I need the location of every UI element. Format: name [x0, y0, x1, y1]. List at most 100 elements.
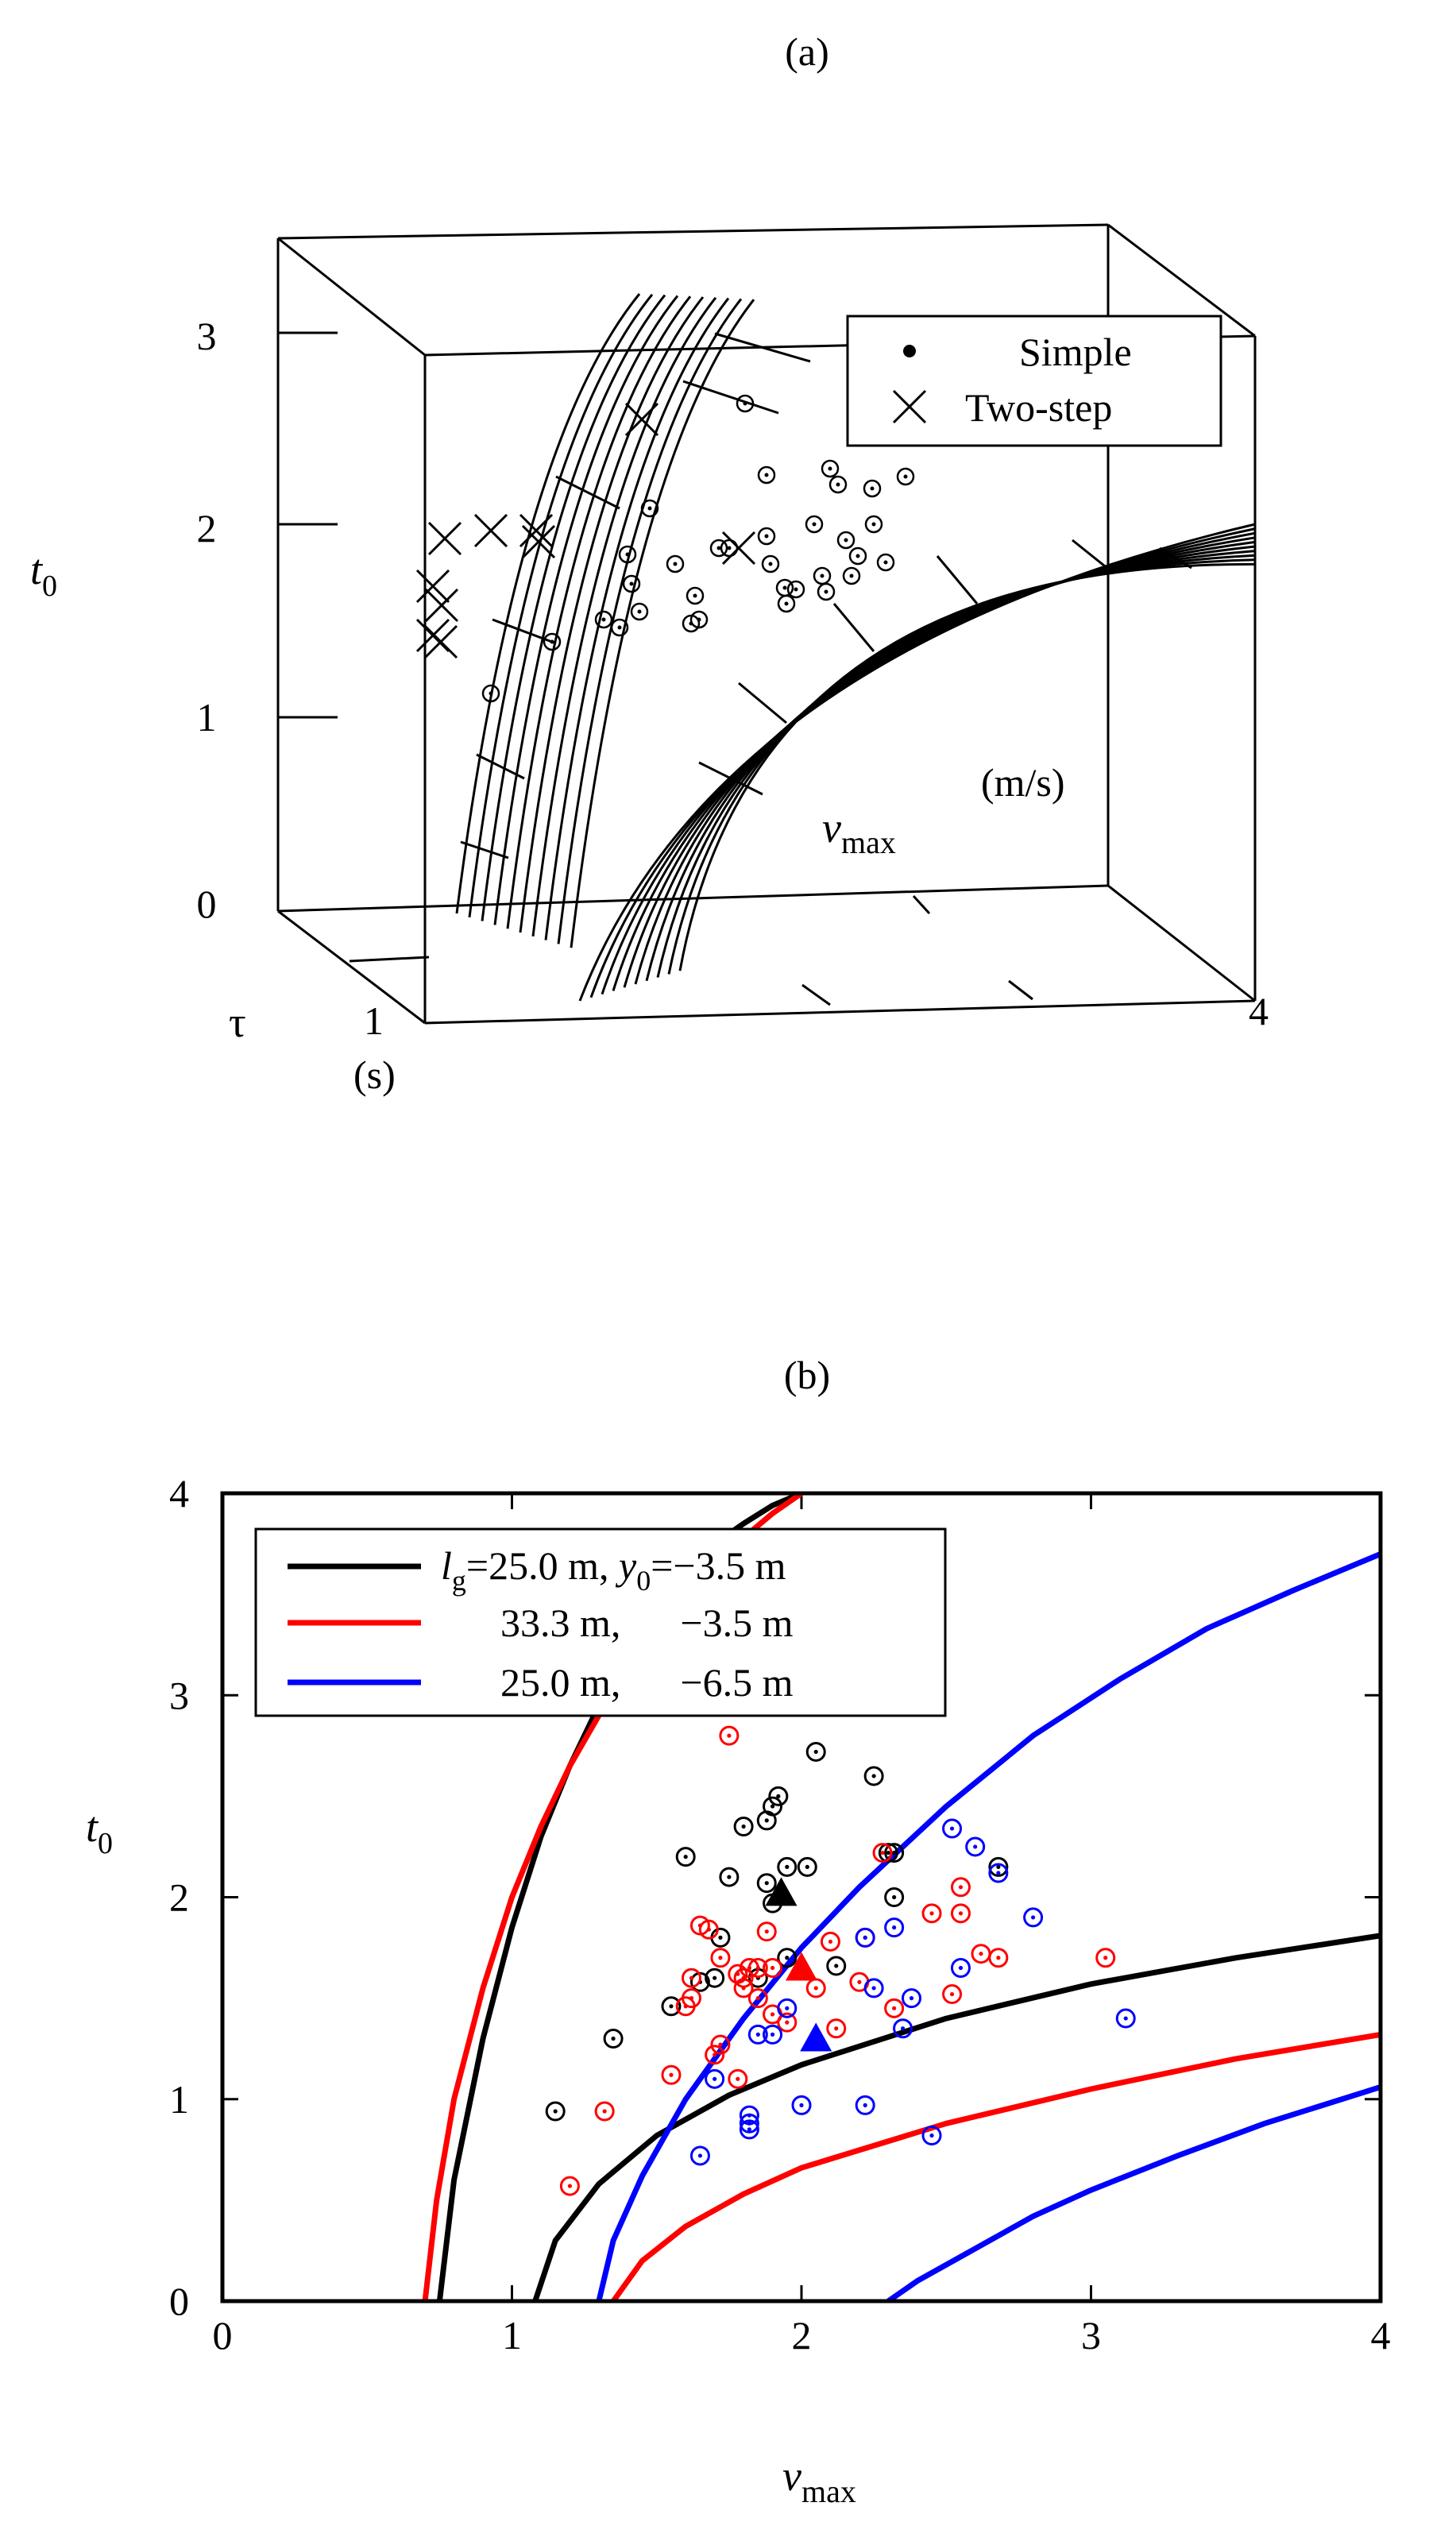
x-tick-label: 1	[502, 2313, 522, 2358]
two-step-marker	[473, 513, 508, 548]
legend-a-box	[846, 315, 1222, 447]
two-step-marker	[721, 531, 756, 566]
simple-marker	[842, 566, 861, 585]
surface-flat-line-4	[623, 540, 1256, 988]
point-red	[805, 1978, 826, 1998]
vmax-tick-c	[1008, 979, 1033, 1001]
curve-black-1	[532, 1933, 1381, 2301]
simple-marker	[594, 610, 613, 629]
data-points	[545, 1725, 1136, 2196]
legend-black-label: lg=25.0 m, y0=−3.5 m	[441, 1543, 786, 1597]
simple-marker	[640, 499, 659, 518]
y-tick-label: 1	[169, 2077, 189, 2122]
simple-marker	[630, 602, 649, 621]
surface-steep-rule-3	[476, 753, 525, 780]
tau-tick-label-1: 1	[364, 998, 384, 1043]
simple-markers	[481, 394, 915, 703]
point-red	[826, 2018, 847, 2039]
point-blue	[902, 1988, 922, 2009]
surface-steep-rule-1	[682, 380, 779, 415]
panel-a-label: (a)	[785, 29, 829, 74]
point-blue	[1115, 2008, 1136, 2029]
point-black	[675, 1847, 696, 1867]
point-black	[797, 1856, 817, 1877]
surface-flat-line-3	[612, 536, 1256, 991]
point-blue	[855, 2095, 875, 2115]
simple-marker	[686, 586, 705, 605]
legend-a: Simple Two-step	[846, 315, 1222, 447]
vmax-unit-label: (m/s)	[981, 760, 1065, 805]
simple-marker	[761, 554, 780, 573]
legend-two-step-label: Two-step	[965, 385, 1112, 430]
simple-marker	[720, 539, 739, 558]
point-red	[756, 1921, 777, 1942]
simple-marker	[821, 459, 840, 478]
surface-flat-rule-3	[1072, 539, 1113, 573]
simple-marker	[775, 578, 794, 597]
simple-marker	[618, 545, 637, 564]
point-red	[763, 1957, 783, 1978]
point-black	[884, 1887, 905, 1907]
simple-marker	[481, 684, 500, 703]
vmax-tick-b	[801, 983, 831, 1006]
surface-flat-line-9	[678, 562, 1256, 971]
point-red	[698, 1919, 719, 1940]
t0-tick-label-1: 1	[197, 695, 217, 740]
surface-flat-rule-5	[698, 761, 763, 796]
y-tick-label: 4	[169, 1471, 189, 1516]
two-step-marker	[427, 521, 462, 556]
surface-steep-line-4	[506, 295, 692, 929]
panel-b-label: (b)	[784, 1353, 830, 1397]
point-red	[661, 2064, 682, 2085]
simple-marker	[828, 475, 848, 494]
two-step-marker	[624, 402, 659, 437]
point-blue	[988, 1863, 1009, 1883]
point-red	[820, 1931, 840, 1952]
point-red	[710, 2034, 731, 2055]
surface-steep-line-6	[531, 296, 717, 936]
point-red	[872, 1843, 893, 1863]
box-edge-bottom-left	[277, 909, 426, 1025]
simple-marker	[736, 394, 755, 413]
simple-marker	[813, 566, 832, 585]
point-blue	[863, 1978, 884, 1998]
t0-axis-label: t0	[30, 546, 57, 603]
surface-steep-line-1	[468, 293, 654, 917]
point-red	[559, 2176, 580, 2196]
point-blue	[893, 2018, 913, 2039]
point-blue	[777, 1998, 798, 2018]
two-step-marker	[415, 569, 450, 604]
x-axis-label: vmax	[782, 2452, 856, 2509]
two-step-marker	[424, 588, 459, 623]
point-red	[710, 1948, 731, 1968]
x-tick-label: 0	[213, 2313, 233, 2358]
point-black	[763, 1796, 783, 1817]
legend-simple-label: Simple	[1019, 330, 1132, 374]
point-red	[681, 1988, 701, 2009]
box-edge-back-bottom	[277, 884, 1109, 913]
point-blue	[950, 1957, 971, 1978]
surface-flat-rule-2	[936, 555, 979, 604]
mean-marker-blue	[800, 2022, 832, 2052]
point-red	[705, 2045, 725, 2065]
t0-tick-label-0: 0	[197, 882, 217, 926]
curve-red-1	[611, 2031, 1381, 2301]
surface-flat	[578, 523, 1256, 1002]
surface-flat-line-5	[634, 545, 1256, 985]
surface-steep-rule-2	[714, 332, 811, 363]
mean-marker-red	[786, 1952, 817, 1981]
y-tick-label: 0	[169, 2279, 189, 2323]
point-blue	[739, 2119, 759, 2140]
point-black	[603, 2028, 624, 2049]
two-step-marker	[423, 624, 458, 659]
point-black	[661, 1996, 682, 2017]
point-black	[705, 1968, 725, 1988]
two-step-markers	[415, 402, 756, 659]
simple-marker	[543, 632, 562, 651]
simple-marker	[757, 465, 776, 485]
simple-marker	[777, 594, 796, 613]
surface-steep-line-5	[519, 296, 705, 933]
curve-blue-0	[596, 1551, 1381, 2301]
y-axis-label: t0	[86, 1803, 113, 1860]
